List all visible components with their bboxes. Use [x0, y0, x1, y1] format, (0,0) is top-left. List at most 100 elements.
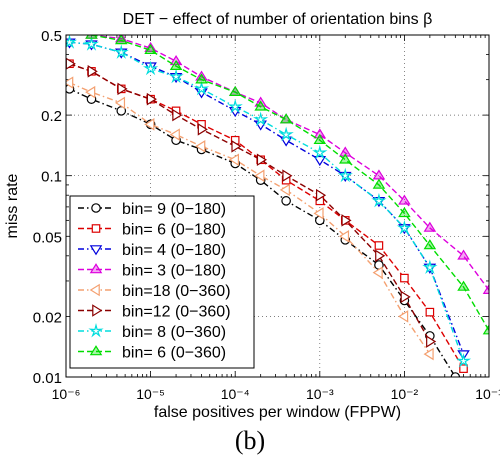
legend-label: bin=12 (0−360) — [122, 304, 231, 321]
data-point — [87, 65, 98, 78]
series-line — [91, 35, 489, 331]
data-point — [457, 280, 470, 291]
series-5 — [66, 76, 434, 361]
legend-item: bin= 3 (0−180) — [78, 263, 226, 280]
x-axis-label: false positives per window (FPPW) — [154, 404, 401, 421]
data-point — [423, 239, 437, 250]
data-point — [400, 290, 411, 304]
data-point — [169, 128, 180, 141]
data-point — [341, 214, 352, 227]
data-point — [85, 85, 96, 99]
data-point — [282, 169, 293, 182]
data-point — [455, 353, 472, 368]
legend-label: bin=18 (0−360) — [122, 283, 231, 300]
legend-label: bin= 6 (0−360) — [122, 345, 226, 362]
x-tick-label: 10⁻⁶ — [52, 386, 81, 402]
series-6 — [66, 57, 437, 348]
data-point — [254, 169, 265, 182]
data-point — [228, 85, 242, 96]
data-point — [114, 96, 126, 110]
data-point — [372, 169, 386, 180]
legend-item: bin= 6 (0−180) — [78, 222, 226, 239]
y-tick-label: 0.05 — [33, 229, 62, 246]
data-point — [91, 203, 101, 213]
data-point — [422, 259, 438, 274]
series-line — [91, 35, 489, 291]
series-line — [69, 81, 431, 355]
legend-label: bin= 9 (0−180) — [122, 201, 226, 218]
y-tick-label: 0.02 — [33, 309, 62, 326]
data-point — [337, 167, 353, 183]
legend-item: bin= 6 (0−360) — [78, 345, 226, 362]
data-point — [83, 36, 100, 51]
data-point — [313, 133, 327, 145]
y-tick-label: 0.01 — [33, 370, 62, 387]
data-point — [146, 92, 157, 106]
data-point — [231, 140, 242, 153]
data-point — [375, 249, 386, 263]
data-point — [482, 283, 489, 294]
data-point — [457, 249, 470, 260]
data-point — [338, 230, 350, 243]
y-axis-label: miss rate — [4, 173, 21, 238]
data-point — [89, 263, 103, 274]
data-point — [85, 35, 98, 39]
data-point — [398, 207, 411, 218]
chart-title: DET − effect of number of orientation bi… — [123, 11, 433, 28]
legend-item: bin= 9 (0−180) — [78, 201, 226, 218]
y-tick-label: 0.5 — [41, 28, 62, 45]
data-point — [144, 43, 157, 55]
legend-label: bin= 6 (0−180) — [122, 222, 226, 239]
series-line — [69, 41, 465, 355]
data-point — [193, 80, 210, 96]
data-point — [172, 108, 183, 122]
legend-item: bin=18 (0−360) — [78, 283, 231, 300]
legend: bin= 9 (0−180) bin= 6 (0−180) bin= 4 (0−18… — [69, 195, 255, 369]
legend-label: bin= 4 (0−180) — [122, 242, 226, 259]
data-point — [312, 144, 328, 160]
data-point — [482, 324, 489, 335]
data-point — [89, 283, 100, 297]
det-chart: 10⁻⁶ 10⁻⁵ 10⁻⁴ 10⁻³ 10⁻² 10⁻¹ 0.01 0.02 0.05 0.1 0… — [4, 11, 500, 421]
x-tick-label: 10⁻² — [391, 386, 419, 402]
plot-area — [66, 35, 489, 377]
data-point — [66, 35, 78, 49]
data-point — [91, 224, 101, 233]
data-point — [142, 60, 159, 76]
data-point — [168, 68, 184, 84]
data-point — [92, 304, 103, 317]
x-tick-label: 10⁻⁵ — [136, 386, 165, 402]
data-point — [425, 307, 435, 317]
data-point — [169, 59, 183, 70]
x-tick-label: 10⁻³ — [306, 386, 334, 402]
figure-caption: (b) — [234, 426, 266, 455]
data-point — [144, 118, 155, 131]
legend-item: bin=12 (0−360) — [78, 304, 231, 321]
data-point — [89, 345, 103, 356]
data-point — [459, 364, 468, 373]
data-point — [254, 100, 267, 111]
data-point — [338, 153, 352, 164]
data-point — [113, 44, 129, 59]
data-point — [398, 310, 409, 323]
data-point — [396, 219, 413, 235]
data-point — [88, 322, 104, 338]
data-point — [253, 111, 269, 127]
axes-box — [65, 34, 490, 378]
data-point — [313, 207, 324, 220]
y-tick-label: 0.2 — [41, 108, 62, 125]
data-point — [195, 73, 208, 84]
data-point — [279, 183, 290, 197]
legend-label: bin= 3 (0−180) — [122, 263, 226, 280]
data-point — [195, 140, 206, 153]
series-7 — [66, 35, 472, 368]
data-point — [338, 146, 352, 157]
data-point — [281, 196, 291, 206]
data-point — [89, 245, 103, 256]
y-tick-label: 0.1 — [41, 169, 62, 186]
data-point — [423, 221, 437, 232]
series-8 — [85, 35, 489, 335]
data-point — [374, 241, 384, 250]
x-tick-label: 10⁻⁴ — [221, 386, 250, 402]
